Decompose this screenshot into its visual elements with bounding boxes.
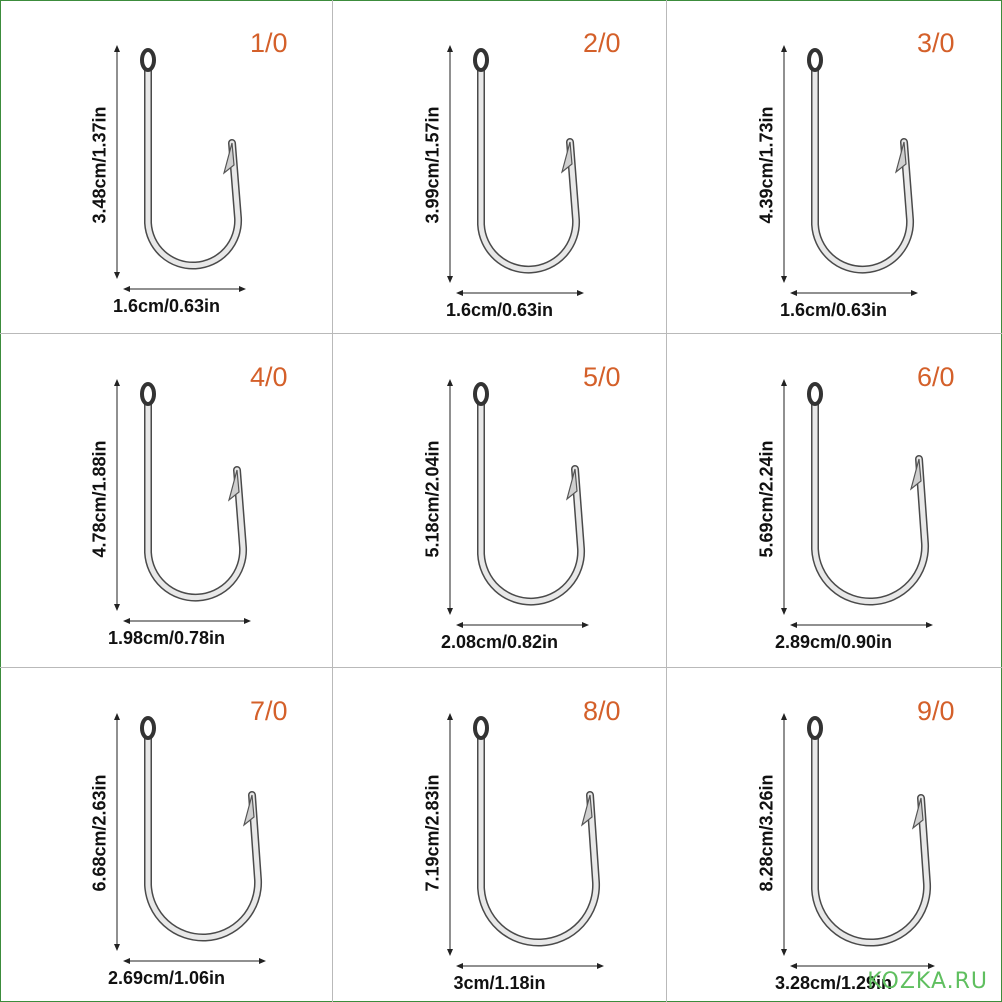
- hook-width-label: 1.6cm/0.63in: [112, 296, 221, 316]
- watermark: KOZKA.RU: [867, 969, 988, 994]
- hook-cell: 4/0 4.78cm/1.88in 1.98cm/0.78in: [0, 334, 333, 667]
- fishing-hook-icon: [781, 713, 935, 969]
- fishing-hook-icon: [114, 379, 251, 624]
- fishing-hook-icon: [781, 379, 933, 628]
- fishing-hook-icon: [781, 45, 918, 296]
- hook-width-label: 1.6cm/0.63in: [779, 300, 888, 320]
- hook-size-label: 7/0: [250, 696, 288, 726]
- hook-size-label: 8/0: [583, 696, 621, 726]
- hook-width-label: 1.6cm/0.63in: [445, 300, 554, 320]
- hook-width-label: 2.08cm/0.82in: [440, 632, 559, 652]
- hook-height-label: 5.18cm/2.04in: [422, 440, 443, 558]
- hook-cell: 9/0 8.28cm/3.26in 3.28cm/1.29in: [667, 668, 1000, 1001]
- hook-cell: 1/0 3.48cm/1.37in 1.6cm/0.63in: [0, 0, 333, 333]
- hook-size-label: 3/0: [917, 28, 955, 58]
- hook-cell: 6/0 5.69cm/2.24in 2.89cm/0.90in: [667, 334, 1000, 667]
- hook-height-label: 8.28cm/3.26in: [756, 774, 777, 892]
- fishing-hook-icon: [447, 45, 584, 296]
- hook-size-label: 1/0: [250, 28, 288, 58]
- hook-width-label: 3cm/1.18in: [453, 973, 546, 993]
- hook-size-label: 5/0: [583, 362, 621, 392]
- hook-width-label: 3.28cm/1.29in: [774, 973, 893, 993]
- fishing-hook-icon: [447, 379, 589, 628]
- hook-height-label: 6.68cm/2.63in: [89, 774, 110, 892]
- hook-height-label: 3.99cm/1.57in: [422, 106, 443, 224]
- hook-cell: 2/0 3.99cm/1.57in 1.6cm/0.63in: [333, 0, 666, 333]
- fishing-hook-icon: [114, 45, 246, 292]
- fishing-hook-icon: [114, 713, 266, 964]
- hook-height-label: 4.78cm/1.88in: [89, 440, 110, 558]
- hook-cell: 5/0 5.18cm/2.04in 2.08cm/0.82in: [333, 334, 666, 667]
- hook-size-label: 9/0: [917, 696, 955, 726]
- fishing-hook-icon: [447, 713, 604, 969]
- hook-height-label: 4.39cm/1.73in: [756, 106, 777, 224]
- hook-cell: 7/0 6.68cm/2.63in 2.69cm/1.06in: [0, 668, 333, 1001]
- hook-width-label: 2.89cm/0.90in: [774, 632, 893, 652]
- hook-size-label: 4/0: [250, 362, 288, 392]
- hook-width-label: 1.98cm/0.78in: [107, 628, 226, 648]
- hook-width-label: 2.69cm/1.06in: [107, 968, 226, 988]
- hook-cell: 8/0 7.19cm/2.83in 3cm/1.18in: [333, 668, 666, 1001]
- hook-height-label: 3.48cm/1.37in: [89, 106, 110, 224]
- hook-size-label: 6/0: [917, 362, 955, 392]
- hook-height-label: 5.69cm/2.24in: [756, 440, 777, 558]
- hook-size-label: 2/0: [583, 28, 621, 58]
- hook-height-label: 7.19cm/2.83in: [422, 774, 443, 892]
- hook-cell: 3/0 4.39cm/1.73in 1.6cm/0.63in: [667, 0, 1000, 333]
